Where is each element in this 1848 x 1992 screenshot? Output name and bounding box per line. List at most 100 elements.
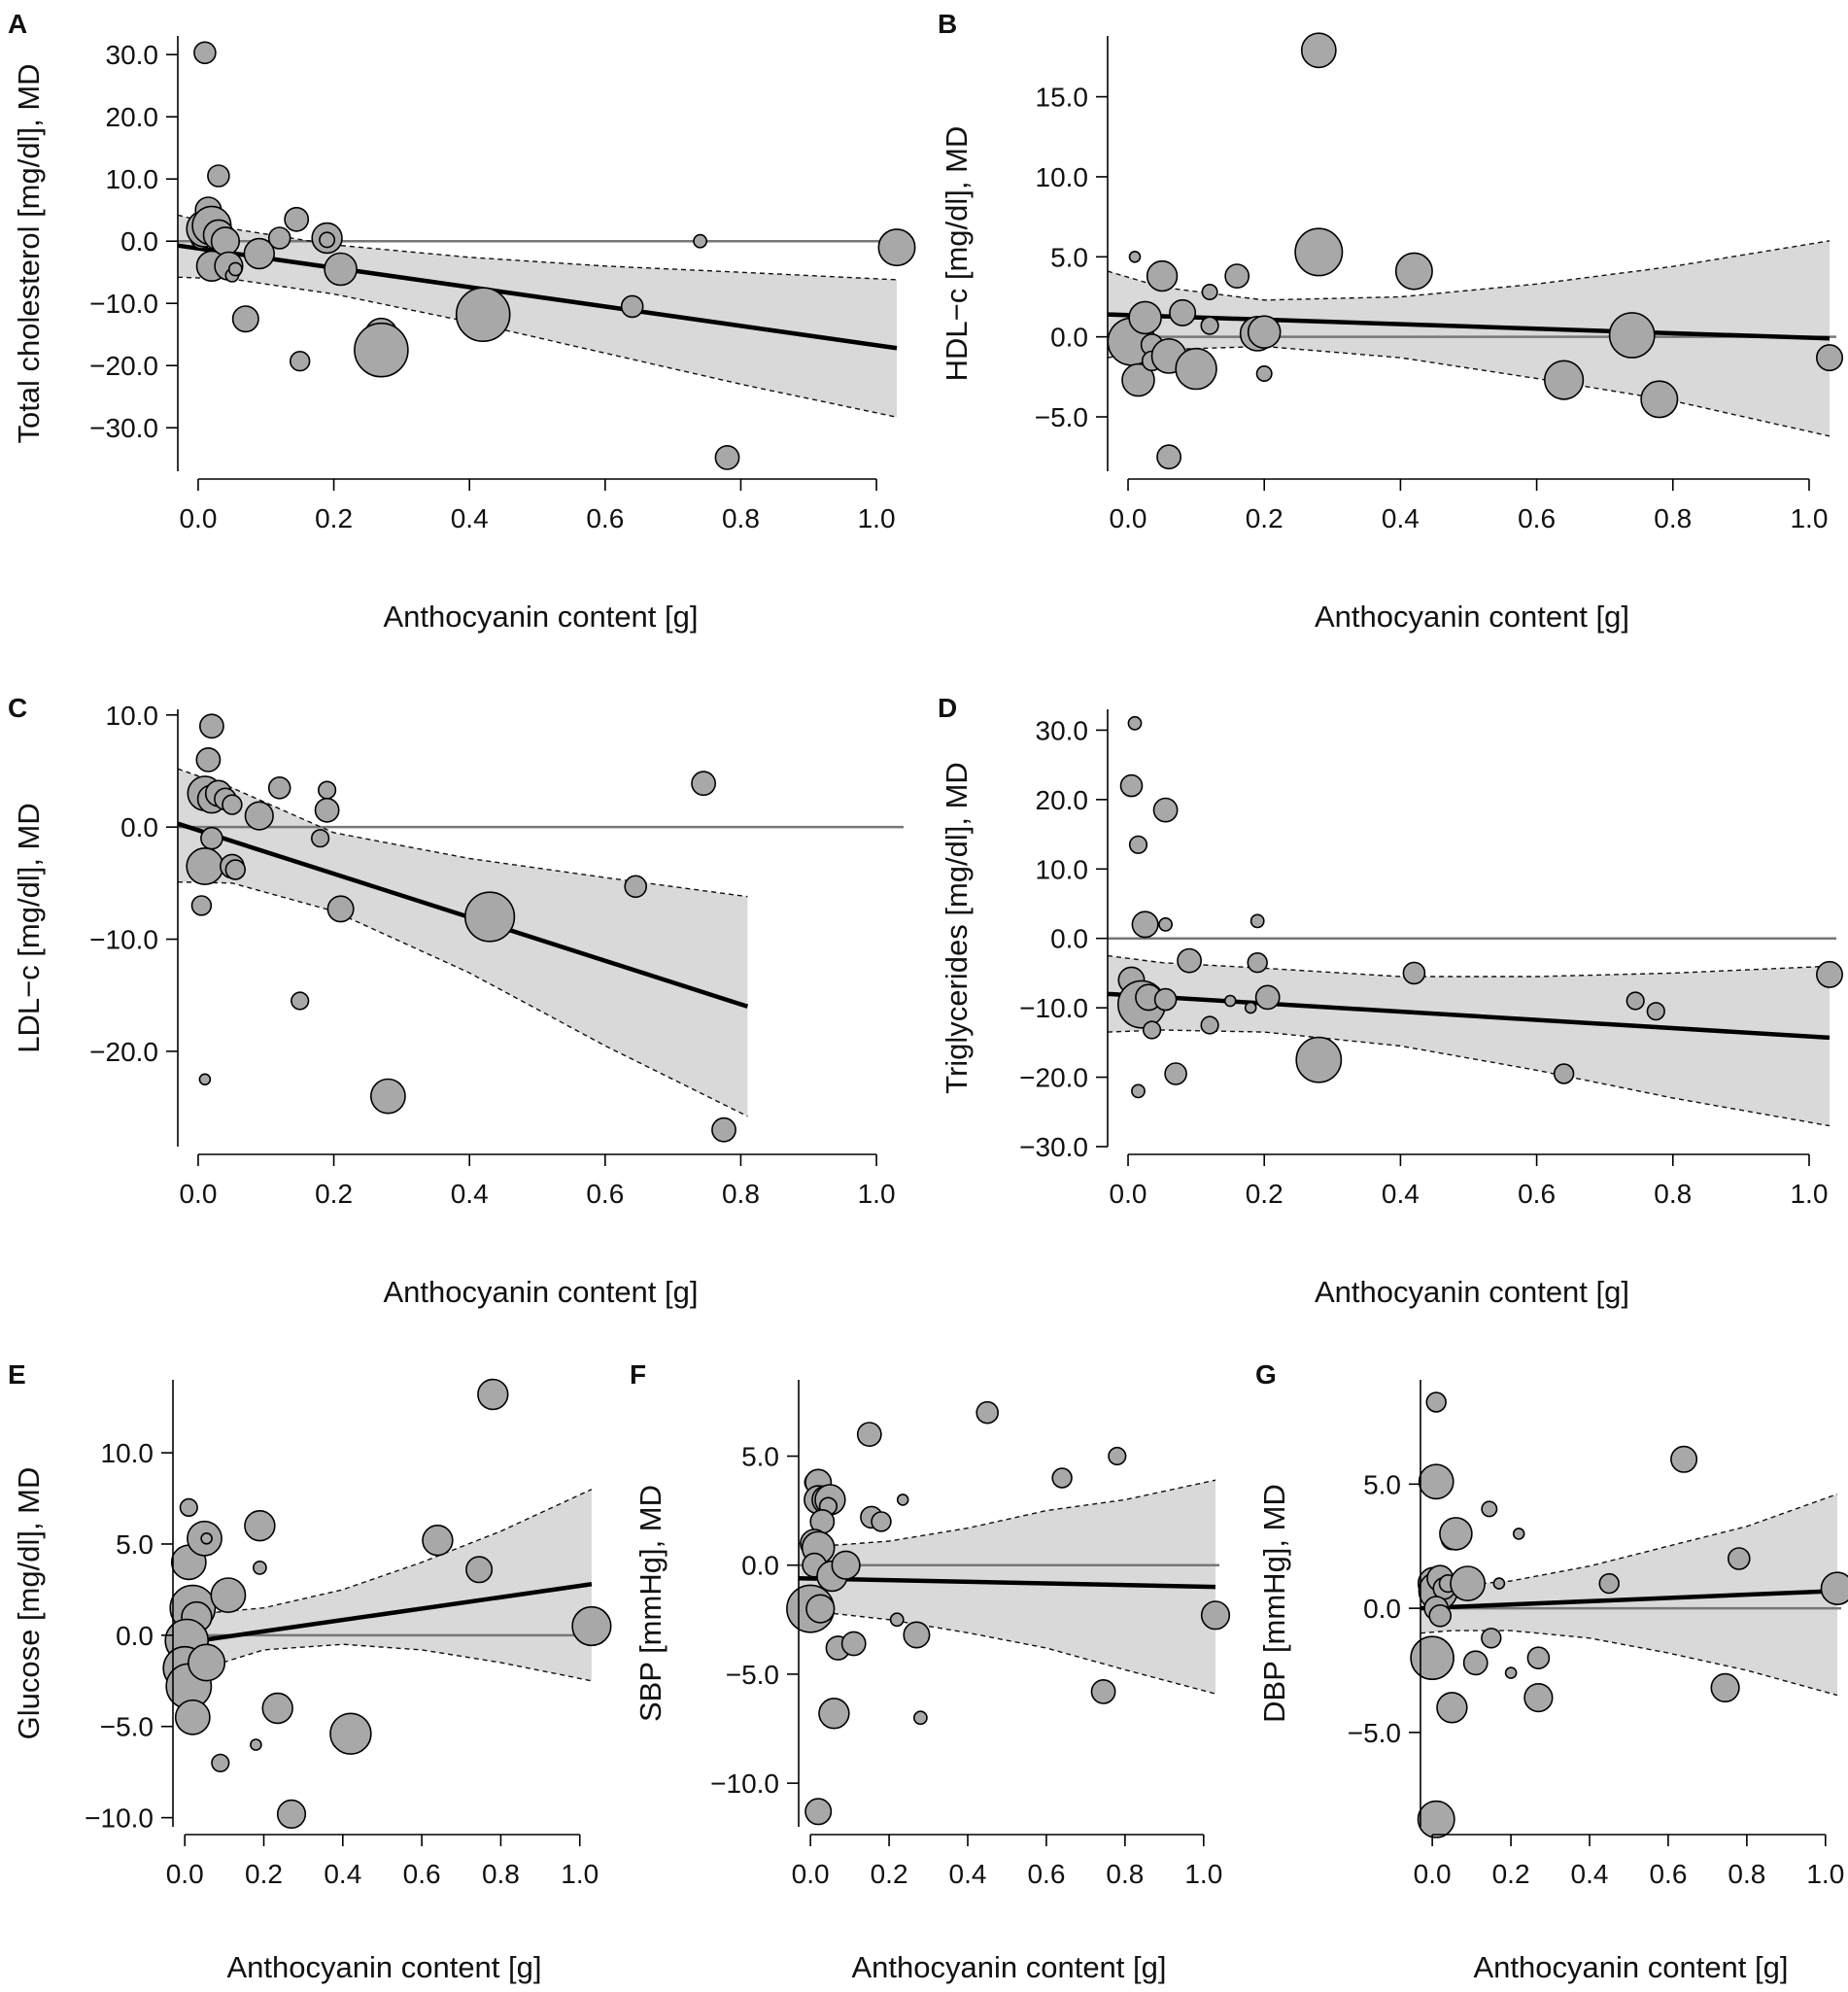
study-point — [1177, 947, 1203, 974]
x-tick-label: 0.4 — [1382, 503, 1420, 533]
study-point — [1200, 1600, 1231, 1631]
ci-lower-line — [1420, 1630, 1838, 1697]
x-tick-label: 0.2 — [871, 1859, 908, 1889]
y-tick-label: 20.0 — [106, 102, 159, 132]
study-point — [244, 801, 274, 831]
study-point — [1481, 1628, 1502, 1649]
y-axis-title: LDL−c [mg/dl], MD — [12, 803, 46, 1053]
study-point — [896, 1494, 909, 1506]
study-point — [1152, 797, 1179, 823]
y-tick-label: 5.0 — [116, 1529, 154, 1560]
x-tick-label: 0.6 — [1518, 503, 1556, 533]
x-tick-label: 0.6 — [1649, 1859, 1687, 1889]
study-point — [222, 794, 243, 815]
y-tick-label: −10.0 — [710, 1769, 779, 1799]
ci-lower-line — [799, 1612, 1216, 1695]
study-point — [198, 1073, 212, 1086]
y-tick-label: −30.0 — [1019, 1132, 1088, 1162]
study-point — [1295, 1036, 1343, 1083]
x-tick-label: 0.6 — [586, 1179, 624, 1209]
study-point — [210, 1577, 247, 1614]
y-tick-label: −20.0 — [1019, 1063, 1088, 1093]
y-tick-label: 0.0 — [120, 226, 158, 257]
study-point — [877, 228, 916, 267]
study-point — [244, 1509, 276, 1542]
study-point — [1436, 1692, 1468, 1724]
study-point — [1247, 951, 1268, 974]
study-point — [1710, 1672, 1740, 1702]
x-axis-title: Anthocyanin content [g] — [1315, 600, 1629, 634]
panel-b: B 0.0 0.2 0.4 0.6 0.8 1.0 −5.0 0.0 5.0 10.0 15.0 Ant… — [938, 9, 1844, 634]
study-point — [200, 826, 223, 850]
panel-letter-f: F — [630, 1359, 646, 1390]
study-point — [1223, 994, 1237, 1008]
study-point — [1598, 1572, 1620, 1595]
y-axis-title: Total cholesterol [mg/dl], MD — [12, 63, 46, 443]
study-point — [1254, 984, 1281, 1011]
y-tick-label: 15.0 — [1036, 83, 1089, 113]
study-point — [243, 237, 275, 270]
regression-line — [172, 1582, 593, 1647]
study-point — [818, 1698, 850, 1730]
study-point — [1646, 1002, 1665, 1021]
study-point — [188, 1643, 226, 1682]
study-point — [1300, 32, 1337, 69]
study-point — [620, 294, 644, 319]
study-point — [1131, 1083, 1146, 1099]
study-point — [1224, 263, 1250, 290]
y-axis-title: SBP [mmHg], MD — [633, 1485, 667, 1722]
x-tick-label: 0.0 — [792, 1859, 830, 1889]
study-point — [1090, 1679, 1116, 1704]
study-point — [174, 1699, 211, 1735]
y-axis-title: HDL−c [mg/dl], MD — [940, 126, 974, 382]
study-point — [571, 1605, 612, 1647]
y-tick-label: −5.0 — [1035, 402, 1088, 432]
study-point — [1481, 1500, 1498, 1518]
x-tick-label: 0.8 — [1654, 503, 1692, 533]
study-point — [464, 891, 516, 943]
study-point — [1526, 1646, 1551, 1669]
x-tick-label: 1.0 — [858, 1179, 896, 1209]
study-point — [1294, 227, 1344, 277]
x-axis-title: Anthocyanin content [g] — [383, 1275, 698, 1309]
x-tick-label: 1.0 — [1184, 1859, 1222, 1889]
study-point — [1512, 1528, 1525, 1540]
study-point — [831, 1550, 861, 1580]
y-tick-label: 10.0 — [106, 701, 159, 731]
x-tick-label: 0.2 — [1492, 1859, 1530, 1889]
study-point — [1153, 987, 1178, 1012]
x-tick-label: 0.4 — [324, 1859, 361, 1889]
y-tick-label: −5.0 — [100, 1712, 154, 1742]
study-point — [1492, 1577, 1506, 1590]
x-tick-label: 1.0 — [561, 1859, 599, 1889]
x-tick-label: 0.6 — [403, 1859, 441, 1889]
x-tick-label: 1.0 — [858, 503, 896, 533]
panel-letter-d: D — [938, 693, 957, 723]
x-tick-label: 0.2 — [1246, 503, 1283, 533]
confidence-band — [1108, 955, 1830, 1126]
x-axis-title: Anthocyanin content [g] — [226, 1950, 541, 1984]
y-tick-label: 0.0 — [1363, 1594, 1401, 1624]
study-point — [1142, 1020, 1162, 1040]
study-point — [1410, 1635, 1454, 1680]
study-point — [1553, 1063, 1575, 1084]
study-point — [1816, 344, 1844, 372]
study-point — [1247, 315, 1282, 350]
y-tick-label: −20.0 — [89, 1037, 158, 1067]
ci-upper-line — [172, 1489, 593, 1615]
y-tick-label: 0.0 — [741, 1551, 779, 1581]
ci-lower-line — [177, 881, 748, 1117]
ci-lower-line — [1107, 1029, 1831, 1127]
study-point — [913, 1710, 928, 1726]
study-point — [193, 41, 217, 65]
x-axis-title: Anthocyanin content [g] — [1315, 1275, 1629, 1309]
study-point — [224, 859, 247, 880]
study-point — [324, 252, 358, 287]
study-point — [179, 1497, 198, 1517]
y-axis-title: Triglycerides [mg/dl], MD — [940, 762, 974, 1094]
study-point — [267, 226, 291, 250]
study-point — [1402, 961, 1426, 985]
study-point — [1127, 715, 1143, 731]
study-point — [624, 875, 648, 899]
x-tick-label: 0.2 — [315, 1179, 353, 1209]
